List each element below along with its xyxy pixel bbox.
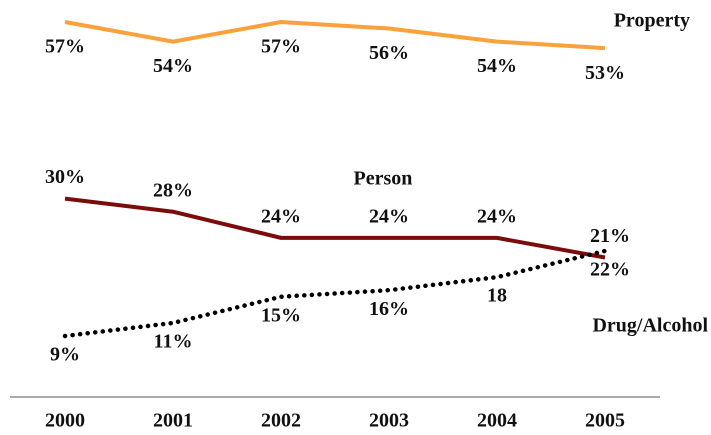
series-line	[62, 248, 608, 339]
data-label: 24%	[369, 205, 409, 227]
data-label: 18	[487, 285, 507, 307]
x-tick-label: 2003	[369, 410, 409, 432]
data-label: 57%	[45, 36, 85, 58]
data-label: 22%	[590, 259, 630, 281]
x-tick-label: 2002	[261, 410, 301, 432]
series-name: Drug/Alcohol	[592, 315, 708, 337]
data-label: 53%	[585, 62, 625, 84]
series-name: Person	[354, 168, 413, 190]
data-label: 24%	[261, 205, 301, 227]
x-tick-label: 2004	[477, 410, 517, 432]
data-label: 54%	[477, 55, 517, 77]
x-tick-label: 2005	[585, 410, 625, 432]
data-label: 16%	[369, 298, 409, 320]
data-label: 28%	[153, 179, 193, 201]
data-label: 15%	[261, 304, 301, 326]
data-label: 21%	[590, 225, 630, 247]
data-label: 30%	[45, 166, 85, 188]
x-tick-label: 2001	[153, 410, 193, 432]
data-label: 11%	[154, 331, 193, 353]
series-name: Property	[614, 10, 690, 32]
series-line	[64, 196, 606, 260]
data-label: 24%	[477, 205, 517, 227]
series-line	[64, 20, 606, 51]
x-tick-label: 2000	[45, 410, 85, 432]
data-label: 56%	[369, 42, 409, 64]
data-label: 9%	[50, 344, 80, 366]
data-label: 57%	[261, 36, 301, 58]
data-label: 54%	[153, 55, 193, 77]
